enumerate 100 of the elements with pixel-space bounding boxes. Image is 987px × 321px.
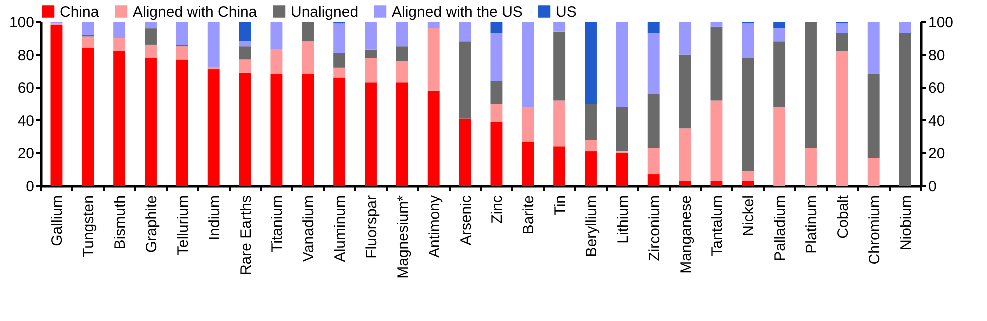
- bar: [239, 60, 252, 73]
- bar: [334, 78, 346, 186]
- bar: [302, 74, 314, 186]
- bar: [774, 22, 786, 29]
- bar: [679, 54, 692, 129]
- bar: [334, 24, 346, 54]
- x-tick-label: Tungsten: [80, 196, 98, 258]
- bar: [459, 22, 472, 42]
- bar: [270, 74, 283, 186]
- bar: [554, 32, 566, 101]
- x-tick-label: Lithium: [614, 196, 632, 244]
- bar: [428, 22, 440, 29]
- bar: [585, 22, 597, 104]
- bar: [365, 82, 377, 186]
- bar: [616, 153, 628, 186]
- x-tick-label: Beryllium: [584, 196, 600, 258]
- bar: [396, 82, 408, 186]
- bar: [490, 81, 503, 104]
- bar: [774, 42, 786, 108]
- bar: [270, 22, 283, 50]
- legend-label: Aligned with the US: [392, 4, 523, 21]
- bar: [145, 44, 157, 58]
- bar: [648, 22, 660, 34]
- bar: [176, 46, 188, 60]
- bar: [176, 22, 188, 45]
- bar: [490, 33, 503, 82]
- bar: [899, 22, 912, 34]
- bar: [396, 46, 408, 62]
- x-tick-label: Palladium: [772, 196, 790, 262]
- bar: [868, 158, 880, 186]
- bar: [459, 42, 472, 119]
- bar: [302, 22, 314, 42]
- bar: [774, 107, 786, 186]
- bar: [648, 174, 660, 186]
- bar: [490, 104, 503, 122]
- y-tick-label: 20: [18, 146, 34, 163]
- x-tick-label: Cobalt: [834, 194, 852, 239]
- x-tick-label: Fluorspar: [364, 196, 380, 259]
- x-tick-label: Magnesium*: [394, 195, 412, 279]
- bar: [554, 100, 566, 147]
- bar: [82, 36, 94, 48]
- bar: [899, 33, 912, 186]
- bar: [334, 68, 346, 78]
- x-tick-label: Titanium: [269, 196, 286, 252]
- bar: [145, 58, 157, 186]
- bar: [428, 28, 440, 91]
- x-tick-label: Antimony: [426, 195, 444, 258]
- bar: [836, 33, 848, 52]
- bar: [50, 25, 63, 186]
- legend-label: China: [60, 4, 100, 21]
- x-tick-label: Niobium: [898, 196, 915, 251]
- bar: [239, 72, 252, 186]
- bar: [522, 22, 534, 108]
- legend-label: US: [556, 4, 577, 21]
- bar: [648, 33, 660, 94]
- bar: [742, 171, 754, 182]
- x-tick-label: Indium: [206, 196, 224, 241]
- bar: [585, 104, 597, 140]
- legend-label: Aligned with China: [133, 4, 258, 21]
- bar: [585, 140, 597, 152]
- x-tick-label: Barite: [520, 196, 538, 235]
- x-tick-label: Arsenic: [458, 195, 475, 246]
- bar: [710, 181, 723, 186]
- bar: [679, 181, 692, 186]
- bar: [334, 53, 346, 68]
- bar: [554, 146, 566, 186]
- bar: [396, 61, 408, 83]
- bar: [805, 148, 817, 186]
- legend-label: Unaligned: [291, 4, 359, 21]
- x-tick-label: Gallium: [49, 196, 66, 246]
- x-tick-label: Graphite: [144, 196, 160, 254]
- bar: [585, 152, 597, 186]
- x-tick-label: Platinum: [804, 196, 820, 254]
- bar: [145, 28, 157, 45]
- bar: [836, 24, 848, 34]
- bar: [114, 52, 126, 186]
- bar: [836, 52, 848, 186]
- bar: [145, 22, 157, 29]
- x-tick-label: Zinc: [489, 195, 506, 224]
- x-tick-label: Vanadium: [300, 196, 318, 262]
- bar: [365, 50, 377, 58]
- y2-tick-label: 40: [928, 112, 946, 130]
- bar: [710, 100, 723, 182]
- x-tick-label: Zirconium: [646, 196, 664, 262]
- y2-tick-label: 100: [928, 14, 954, 32]
- bar: [868, 22, 880, 74]
- bar: [616, 22, 628, 108]
- y2-tick-label: 0: [928, 178, 937, 196]
- bar: [459, 118, 472, 186]
- bar: [616, 107, 628, 152]
- bar: [742, 181, 754, 186]
- bar: [302, 42, 314, 74]
- bar: [742, 58, 754, 172]
- y-tick-label: 40: [18, 112, 34, 130]
- bar: [742, 24, 754, 58]
- bar: [208, 70, 220, 186]
- bar: [365, 22, 377, 50]
- bar: [490, 22, 503, 34]
- bar: [710, 26, 723, 101]
- bar: [648, 94, 660, 148]
